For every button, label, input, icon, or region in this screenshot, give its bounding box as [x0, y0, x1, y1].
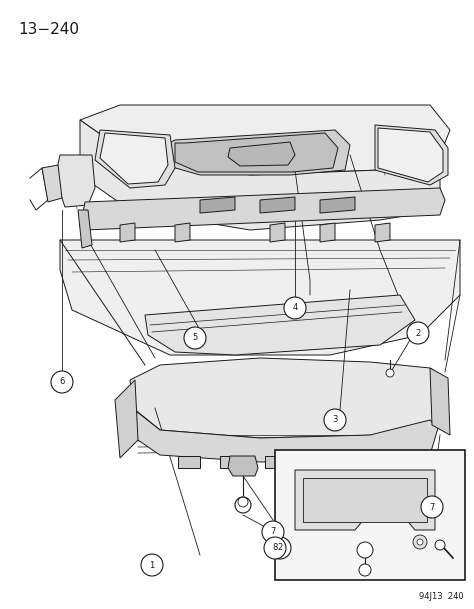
Polygon shape — [175, 223, 190, 242]
Polygon shape — [145, 295, 415, 355]
Circle shape — [324, 409, 346, 431]
Polygon shape — [228, 142, 295, 166]
Circle shape — [262, 521, 284, 543]
Text: 7: 7 — [429, 502, 435, 512]
Circle shape — [184, 327, 206, 349]
Polygon shape — [78, 210, 92, 248]
Polygon shape — [42, 165, 62, 202]
Polygon shape — [80, 105, 450, 175]
Text: 8: 8 — [272, 543, 278, 552]
Circle shape — [417, 539, 423, 545]
Polygon shape — [360, 456, 382, 468]
Circle shape — [386, 369, 394, 377]
Polygon shape — [260, 197, 295, 213]
Text: 3: 3 — [332, 415, 337, 424]
Circle shape — [264, 537, 286, 559]
Text: 2: 2 — [415, 328, 420, 337]
Text: 13−240: 13−240 — [18, 22, 79, 37]
Circle shape — [51, 371, 73, 393]
Polygon shape — [130, 358, 445, 438]
Polygon shape — [430, 368, 450, 435]
Circle shape — [435, 540, 445, 550]
Polygon shape — [310, 456, 332, 468]
Circle shape — [407, 322, 429, 344]
Polygon shape — [220, 456, 242, 468]
Text: 4: 4 — [292, 303, 298, 312]
Polygon shape — [95, 130, 175, 188]
Polygon shape — [132, 408, 438, 462]
Circle shape — [359, 564, 371, 576]
Polygon shape — [100, 133, 168, 184]
Circle shape — [421, 496, 443, 518]
Text: 2: 2 — [277, 543, 283, 552]
Polygon shape — [320, 197, 355, 213]
Polygon shape — [120, 223, 135, 242]
Polygon shape — [200, 197, 235, 213]
Polygon shape — [270, 223, 285, 242]
Polygon shape — [55, 155, 95, 207]
Text: 94J13  240: 94J13 240 — [419, 592, 464, 601]
Polygon shape — [165, 130, 350, 175]
FancyBboxPatch shape — [275, 450, 465, 580]
Polygon shape — [378, 128, 443, 182]
Polygon shape — [320, 223, 335, 242]
Circle shape — [413, 535, 427, 549]
Text: 7: 7 — [270, 527, 276, 537]
Polygon shape — [82, 188, 445, 230]
Polygon shape — [265, 456, 287, 468]
Polygon shape — [178, 456, 200, 468]
Polygon shape — [60, 240, 460, 355]
Polygon shape — [375, 223, 390, 242]
Circle shape — [357, 542, 373, 558]
Circle shape — [141, 554, 163, 576]
Circle shape — [284, 297, 306, 319]
Polygon shape — [175, 133, 338, 172]
Polygon shape — [375, 125, 448, 185]
Text: 1: 1 — [149, 560, 155, 569]
Polygon shape — [115, 380, 138, 458]
Polygon shape — [80, 120, 440, 230]
Text: 5: 5 — [192, 334, 198, 342]
Polygon shape — [295, 470, 435, 530]
Polygon shape — [228, 456, 258, 476]
Text: 6: 6 — [59, 378, 64, 387]
Circle shape — [269, 537, 291, 559]
Polygon shape — [303, 478, 427, 522]
